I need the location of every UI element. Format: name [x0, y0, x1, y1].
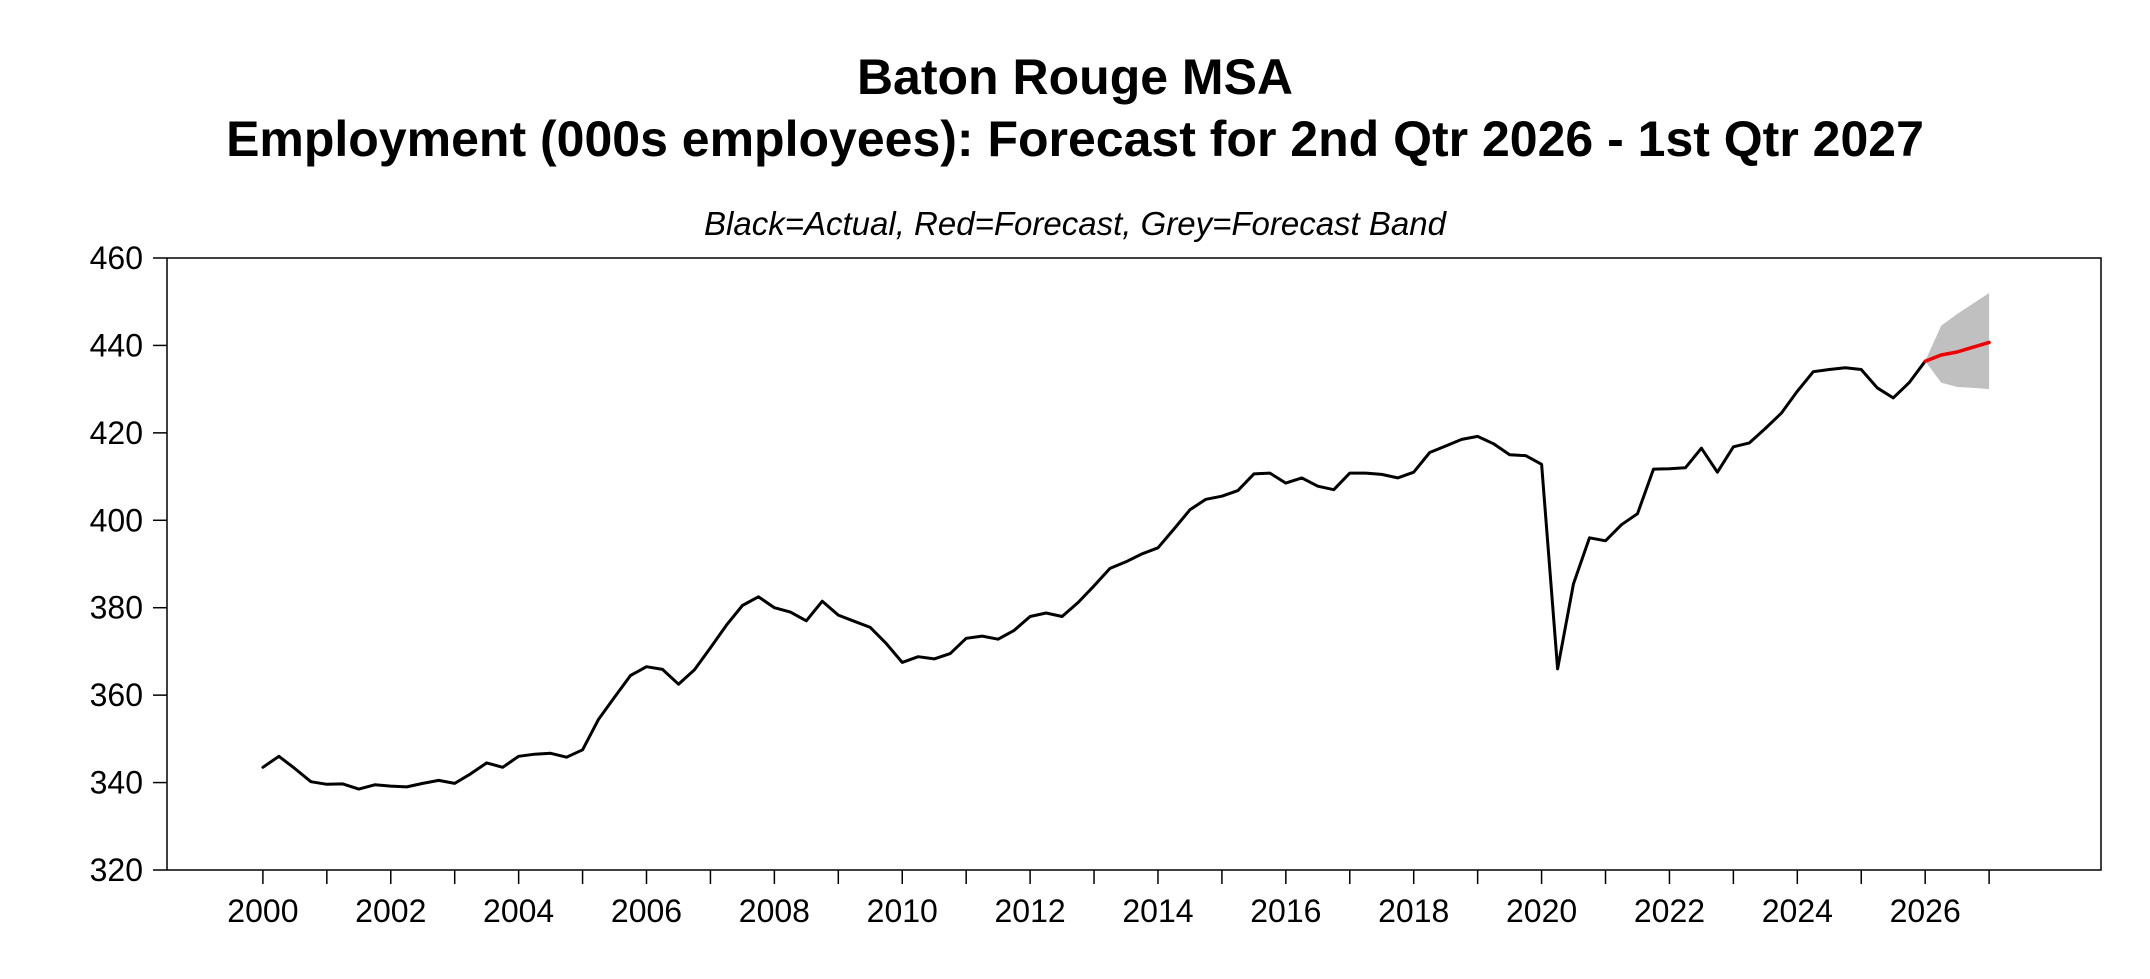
x-tick-label: 2000 — [227, 893, 298, 929]
chart-legend-note: Black=Actual, Red=Forecast, Grey=Forecas… — [704, 205, 1446, 242]
x-tick-label: 2002 — [355, 893, 426, 929]
chart-title: Baton Rouge MSA — [856, 49, 1294, 105]
y-tick-label: 460 — [90, 240, 143, 276]
x-tick-label: 2006 — [611, 893, 682, 929]
x-tick-label: 2022 — [1634, 893, 1705, 929]
x-tick-label: 2014 — [1122, 893, 1193, 929]
x-tick-label: 2012 — [995, 893, 1066, 929]
forecast-band-layer — [1925, 292, 1990, 390]
y-tick-label: 400 — [90, 502, 143, 538]
y-tick-label: 420 — [90, 415, 143, 451]
x-tick-label: 2008 — [739, 893, 810, 929]
y-tick-label: 360 — [90, 677, 143, 713]
y-tick-label: 340 — [90, 765, 143, 801]
chart-second-title: Employment (000s employees): Forecast fo… — [226, 111, 1924, 167]
series-layer — [261, 340, 1991, 791]
y-tick-label: 440 — [90, 327, 143, 363]
forecast-band — [1925, 292, 1990, 390]
x-tick-label: 2026 — [1890, 893, 1961, 929]
x-tick-label: 2004 — [483, 893, 554, 929]
y-tick-label: 320 — [90, 852, 143, 888]
y-axis: 320 340 360 380 400 420 440 460 — [90, 240, 167, 888]
x-tick-label: 2018 — [1378, 893, 1449, 929]
x-tick-label: 2016 — [1250, 893, 1321, 929]
forecast-series-line — [1923, 340, 1991, 363]
plot-frame — [166, 257, 2102, 871]
x-tick-label: 2024 — [1762, 893, 1833, 929]
x-tick-label: 2020 — [1506, 893, 1577, 929]
actual-series-line — [261, 359, 1927, 791]
x-tick-label: 2010 — [867, 893, 938, 929]
x-axis: 2000 2002 2004 2006 2008 2010 2012 2014 2016 2018… — [227, 870, 1990, 929]
y-tick-label: 380 — [90, 590, 143, 626]
